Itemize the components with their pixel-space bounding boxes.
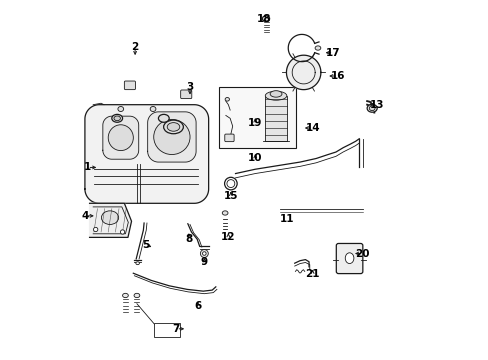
Ellipse shape bbox=[262, 16, 269, 22]
Text: 11: 11 bbox=[279, 215, 293, 224]
Polygon shape bbox=[85, 105, 208, 203]
Ellipse shape bbox=[136, 262, 139, 265]
Text: 6: 6 bbox=[194, 301, 201, 311]
Ellipse shape bbox=[134, 293, 140, 298]
Ellipse shape bbox=[269, 91, 282, 97]
Text: 3: 3 bbox=[186, 82, 193, 92]
Text: 8: 8 bbox=[185, 234, 192, 244]
Ellipse shape bbox=[108, 125, 133, 150]
FancyBboxPatch shape bbox=[219, 87, 296, 148]
Text: 17: 17 bbox=[325, 48, 340, 58]
Ellipse shape bbox=[265, 91, 286, 100]
Text: 15: 15 bbox=[223, 191, 238, 201]
FancyBboxPatch shape bbox=[180, 90, 191, 99]
Text: 1: 1 bbox=[83, 162, 91, 172]
FancyBboxPatch shape bbox=[124, 81, 135, 90]
Ellipse shape bbox=[112, 114, 122, 122]
Ellipse shape bbox=[114, 116, 120, 121]
Ellipse shape bbox=[118, 107, 123, 112]
Ellipse shape bbox=[200, 249, 208, 257]
Bar bbox=[265, 96, 286, 140]
Text: 19: 19 bbox=[247, 118, 262, 128]
Text: 9: 9 bbox=[201, 257, 207, 267]
Text: 16: 16 bbox=[330, 71, 344, 81]
Ellipse shape bbox=[345, 253, 353, 264]
Ellipse shape bbox=[93, 227, 98, 231]
Text: 20: 20 bbox=[355, 248, 369, 258]
Text: 12: 12 bbox=[221, 232, 235, 242]
Text: 2: 2 bbox=[131, 42, 139, 52]
Polygon shape bbox=[147, 112, 196, 162]
Ellipse shape bbox=[150, 107, 156, 112]
Ellipse shape bbox=[122, 293, 128, 298]
Ellipse shape bbox=[158, 114, 169, 122]
Ellipse shape bbox=[368, 106, 374, 111]
Ellipse shape bbox=[366, 104, 376, 112]
Ellipse shape bbox=[314, 46, 320, 50]
Ellipse shape bbox=[120, 230, 124, 234]
Bar bbox=[154, 323, 180, 337]
Text: 14: 14 bbox=[305, 123, 319, 133]
Text: 10: 10 bbox=[247, 153, 262, 163]
Polygon shape bbox=[89, 203, 131, 237]
Text: 13: 13 bbox=[369, 100, 384, 110]
Ellipse shape bbox=[167, 123, 180, 131]
Polygon shape bbox=[102, 116, 139, 159]
Text: 4: 4 bbox=[81, 211, 88, 221]
Ellipse shape bbox=[224, 98, 229, 101]
Polygon shape bbox=[286, 55, 320, 90]
Ellipse shape bbox=[153, 120, 190, 154]
Ellipse shape bbox=[101, 211, 119, 225]
Ellipse shape bbox=[163, 120, 183, 134]
Ellipse shape bbox=[202, 252, 206, 255]
Ellipse shape bbox=[222, 211, 227, 215]
FancyBboxPatch shape bbox=[336, 243, 362, 274]
Text: 5: 5 bbox=[142, 239, 149, 249]
FancyBboxPatch shape bbox=[224, 134, 234, 141]
Text: 7: 7 bbox=[172, 324, 180, 334]
Text: 18: 18 bbox=[257, 14, 271, 24]
Text: 21: 21 bbox=[305, 269, 319, 279]
